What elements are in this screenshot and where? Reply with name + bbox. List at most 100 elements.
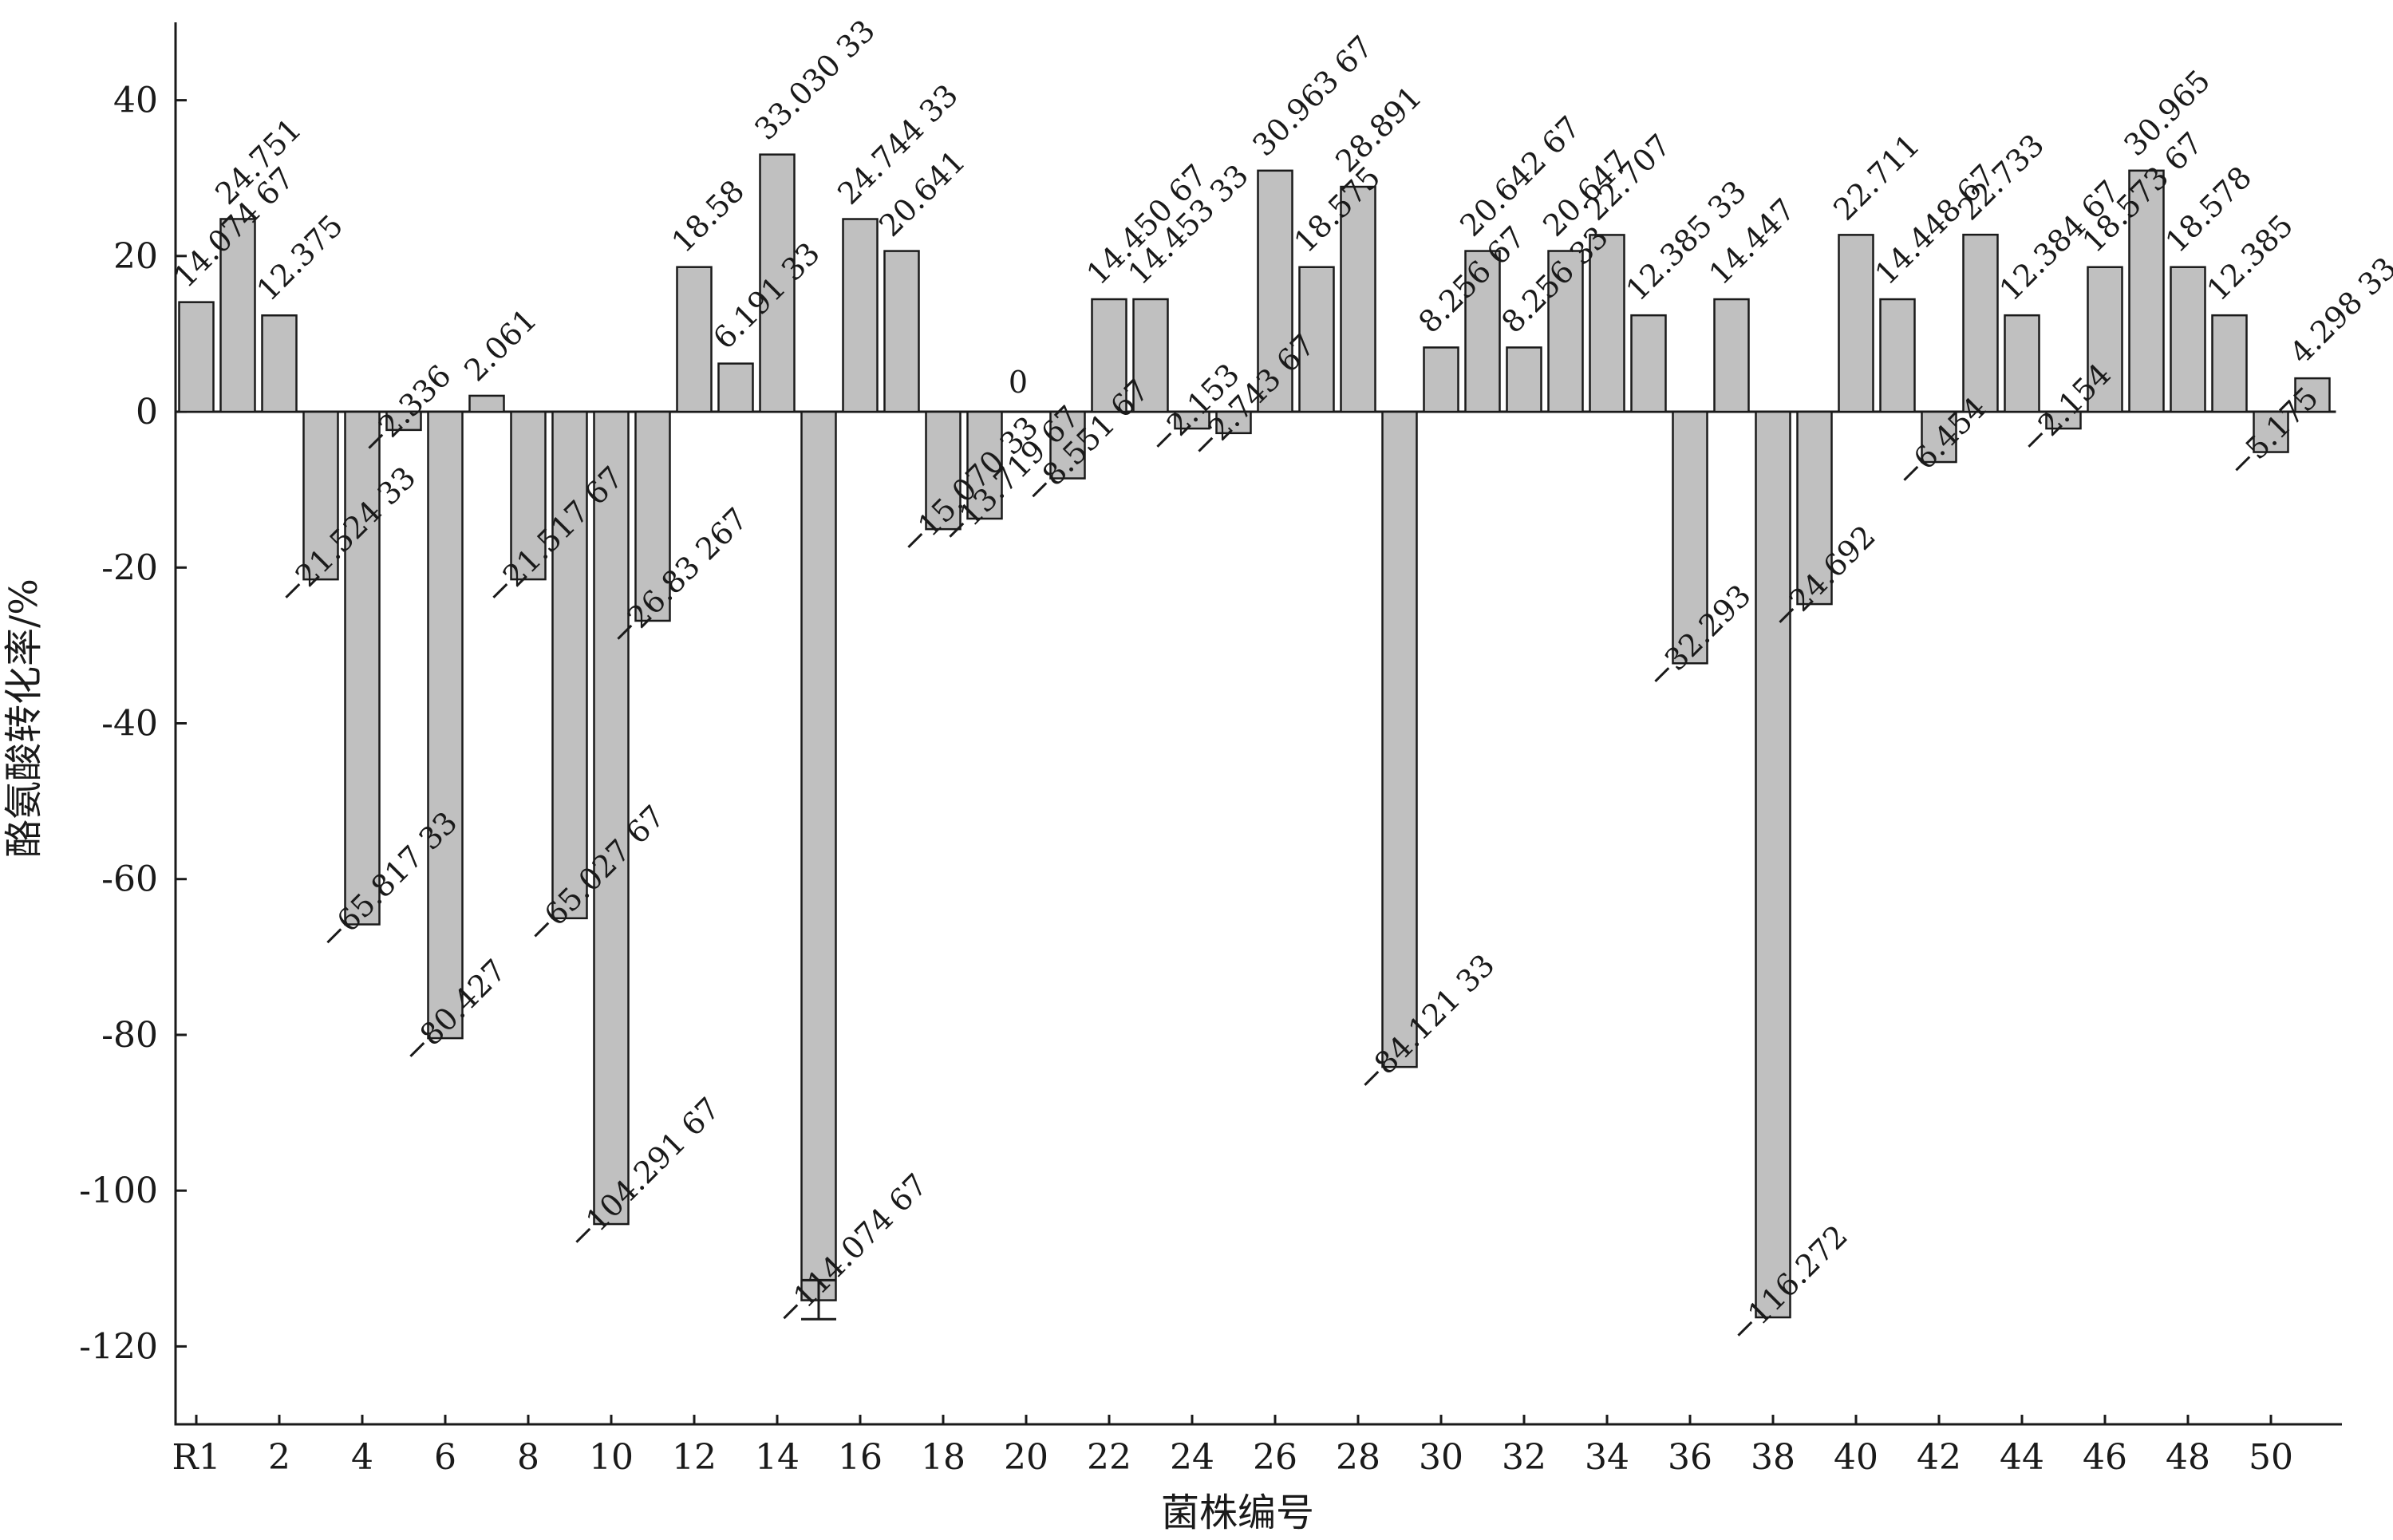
x-tick-label: 12	[672, 1437, 717, 1478]
bar	[1215, 410, 1252, 435]
bar	[1921, 410, 1957, 464]
bar	[1257, 169, 1293, 413]
bar-value-label: 18.58	[665, 173, 751, 259]
bar	[883, 250, 920, 413]
bar-value-label: −84.121 33	[1349, 947, 1501, 1099]
y-tick-label: 40	[113, 81, 158, 121]
bar	[551, 410, 588, 920]
bar	[510, 410, 547, 581]
bar	[1796, 410, 1833, 606]
x-tick-label: 16	[838, 1437, 883, 1478]
x-tick-label: 2	[268, 1437, 290, 1478]
bar	[1755, 410, 1791, 1319]
y-tick-label: -120	[79, 1326, 158, 1367]
bar	[2045, 410, 2082, 430]
bar	[1506, 346, 1542, 413]
bar	[1298, 266, 1335, 413]
y-tick-label: -40	[101, 704, 158, 744]
bar	[842, 218, 879, 413]
x-tick-label: 6	[434, 1437, 456, 1478]
bar	[1464, 250, 1501, 413]
bar	[219, 218, 256, 413]
bar	[925, 410, 962, 531]
bar	[302, 410, 339, 581]
bar	[2170, 266, 2206, 413]
bar	[1713, 298, 1750, 413]
axis-frame	[174, 22, 2342, 1426]
error-bar	[801, 1278, 836, 1321]
bar	[717, 362, 754, 413]
bar	[2253, 410, 2289, 453]
bar	[634, 410, 671, 622]
x-tick-label: 38	[1751, 1437, 1795, 1478]
x-tick-label: 20	[1004, 1437, 1048, 1478]
x-tick-label: 32	[1502, 1437, 1546, 1478]
bar	[1091, 298, 1127, 413]
bar	[1838, 234, 1874, 413]
bar-value-label: 2.061	[457, 302, 543, 388]
bar	[593, 410, 630, 1226]
x-tick-label: 26	[1253, 1437, 1297, 1478]
bar	[966, 410, 1003, 520]
bar-value-label: −104.291 67	[561, 1091, 726, 1256]
y-tick-label: -20	[101, 547, 158, 588]
x-tick-label: 18	[921, 1437, 965, 1478]
bar	[1630, 314, 1667, 413]
x-tick-label: 8	[517, 1437, 539, 1478]
bar	[468, 394, 505, 413]
y-tick-label: 0	[136, 392, 158, 432]
bar	[1174, 410, 1210, 430]
bar	[1049, 410, 1086, 480]
bar-value-label: −114.074 67	[768, 1167, 934, 1332]
y-tick-label: -60	[101, 859, 158, 900]
bar-value-label: 12.375	[250, 207, 349, 307]
bar	[1132, 298, 1169, 413]
y-tick-label: -80	[101, 1015, 158, 1056]
bar	[2294, 377, 2331, 413]
bar	[759, 153, 796, 413]
x-tick-label: 46	[2083, 1437, 2127, 1478]
x-tick-label: 4	[351, 1437, 373, 1478]
bar	[1879, 298, 1916, 413]
bar	[1962, 233, 1999, 413]
bars	[178, 153, 2331, 1321]
bar	[1589, 234, 1625, 413]
x-tick-label: 30	[1419, 1437, 1463, 1478]
bar	[1340, 185, 1376, 413]
bar-value-label: 28.891	[1329, 79, 1428, 179]
bar	[800, 410, 837, 1301]
bar	[2211, 314, 2248, 413]
bar-value-label: 0	[1009, 365, 1028, 400]
bar	[2128, 169, 2165, 413]
x-tick-label: 42	[1917, 1437, 1961, 1478]
x-tick-label: 14	[755, 1437, 800, 1478]
y-axis-title: 酪氨酸转化率/%	[2, 578, 46, 858]
bar	[427, 410, 464, 1040]
x-tick-label: 48	[2166, 1437, 2210, 1478]
x-tick-label: 22	[1087, 1437, 1131, 1478]
bar	[261, 314, 298, 413]
y-tick-label: 20	[113, 236, 158, 277]
bar	[1423, 346, 1459, 413]
x-tick-label: 34	[1585, 1437, 1629, 1478]
bar-value-label: 22.711	[1826, 128, 1926, 227]
bar	[1547, 250, 1584, 413]
x-axis-title: 菌株编号	[1161, 1491, 1314, 1535]
x-tick-label: 24	[1170, 1437, 1214, 1478]
x-tick-label: 36	[1668, 1437, 1712, 1478]
bar	[1381, 410, 1418, 1068]
bar-value-label: 4.298 33	[2283, 251, 2393, 371]
x-tick-label: 28	[1336, 1437, 1380, 1478]
x-tick-label: R1	[172, 1437, 220, 1478]
bar	[1672, 410, 1708, 665]
x-tick-label: 10	[589, 1437, 634, 1478]
x-tick-label: 44	[2000, 1437, 2044, 1478]
bar	[178, 301, 215, 413]
bar	[676, 266, 713, 413]
bar	[2004, 314, 2040, 413]
bar	[385, 410, 422, 432]
bar	[2087, 266, 2123, 413]
